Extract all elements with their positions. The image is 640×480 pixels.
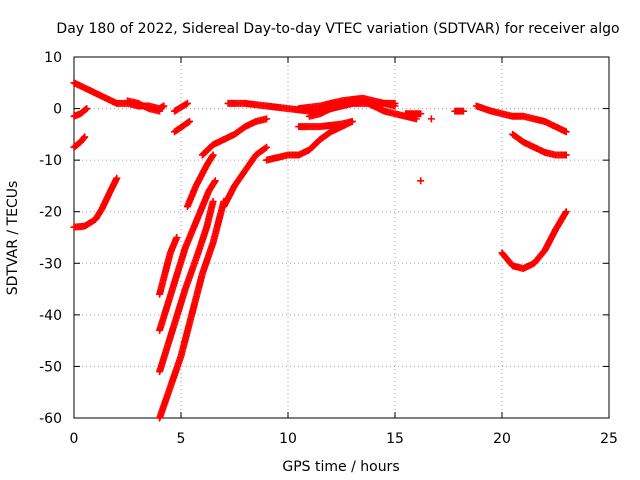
- series-arc-v: [451, 107, 467, 115]
- data-point: [210, 178, 218, 186]
- data-point: [209, 151, 217, 159]
- y-axis-label: SDTVAR / TECUs: [5, 181, 21, 296]
- series-arc-g: [156, 234, 181, 298]
- series-arc-w: [472, 102, 570, 136]
- series-arc-c: [70, 133, 89, 151]
- series-arc-k: [183, 151, 217, 211]
- data-point: [459, 107, 467, 115]
- series-arc-s: [402, 110, 425, 118]
- data-point: [183, 99, 191, 107]
- series-arc-l: [198, 115, 271, 159]
- series-arc-d: [70, 174, 121, 231]
- y-tick-label: -30: [39, 256, 62, 272]
- data-point: [186, 117, 194, 125]
- data-point: [348, 117, 356, 125]
- data-point: [160, 102, 168, 110]
- series-arc-i: [156, 197, 217, 376]
- data-point: [209, 197, 217, 205]
- data-point: [417, 110, 425, 118]
- series-arc-m: [220, 143, 271, 211]
- data-point: [263, 115, 271, 123]
- data-point: [83, 105, 91, 113]
- data-point: [427, 115, 435, 123]
- y-tick-label: -10: [39, 153, 62, 169]
- series-arc-j: [156, 197, 228, 422]
- data-point: [80, 134, 88, 142]
- x-axis: 0 5 10 15 20 25: [70, 57, 618, 447]
- data-point: [208, 152, 216, 160]
- y-tick-label: 10: [44, 50, 62, 66]
- series-arc-h: [156, 177, 219, 334]
- x-axis-label: GPS time / hours: [282, 459, 399, 475]
- series-arc-b: [70, 105, 91, 120]
- data-point: [562, 208, 570, 216]
- series-arc-y: [498, 208, 570, 272]
- y-tick-label: -20: [39, 205, 62, 221]
- x-tick-label: 15: [386, 431, 404, 447]
- data-point: [173, 234, 181, 241]
- data-points: [70, 79, 570, 422]
- data-point: [211, 177, 219, 185]
- series-arc-q: [295, 94, 399, 113]
- series-arc-r: [295, 117, 356, 131]
- x-tick-label: 20: [493, 431, 511, 447]
- data-point: [113, 174, 121, 182]
- data-point: [261, 144, 269, 152]
- y-tick-label: -60: [39, 411, 62, 427]
- data-point: [156, 107, 164, 115]
- data-point: [562, 151, 570, 159]
- y-tick-label: 0: [53, 102, 62, 118]
- plot-frame: [73, 56, 610, 419]
- series-arc-e: [171, 99, 191, 115]
- x-tick-label: 5: [177, 431, 186, 447]
- data-point: [81, 133, 89, 141]
- x-tick-label: 0: [70, 431, 79, 447]
- data-point: [263, 143, 271, 151]
- data-point: [184, 118, 192, 126]
- series-arc-u: [417, 177, 425, 185]
- series-arc-f: [171, 117, 194, 136]
- data-point: [417, 177, 425, 185]
- data-point: [562, 128, 570, 136]
- y-axis: -60 -50 -40 -30 -20 -10 0 10: [39, 50, 609, 427]
- series-arc-x: [509, 130, 570, 159]
- x-tick-label: 25: [600, 431, 618, 447]
- y-tick-label: -50: [39, 359, 62, 375]
- series-arc-a2: [124, 97, 164, 115]
- chart-title: Day 180 of 2022, Sidereal Day-to-day VTE…: [56, 21, 619, 37]
- data-point: [391, 102, 399, 110]
- x-tick-label: 10: [279, 431, 297, 447]
- y-tick-label: -40: [39, 308, 62, 324]
- data-point: [82, 105, 90, 113]
- series-arc-t: [427, 115, 435, 123]
